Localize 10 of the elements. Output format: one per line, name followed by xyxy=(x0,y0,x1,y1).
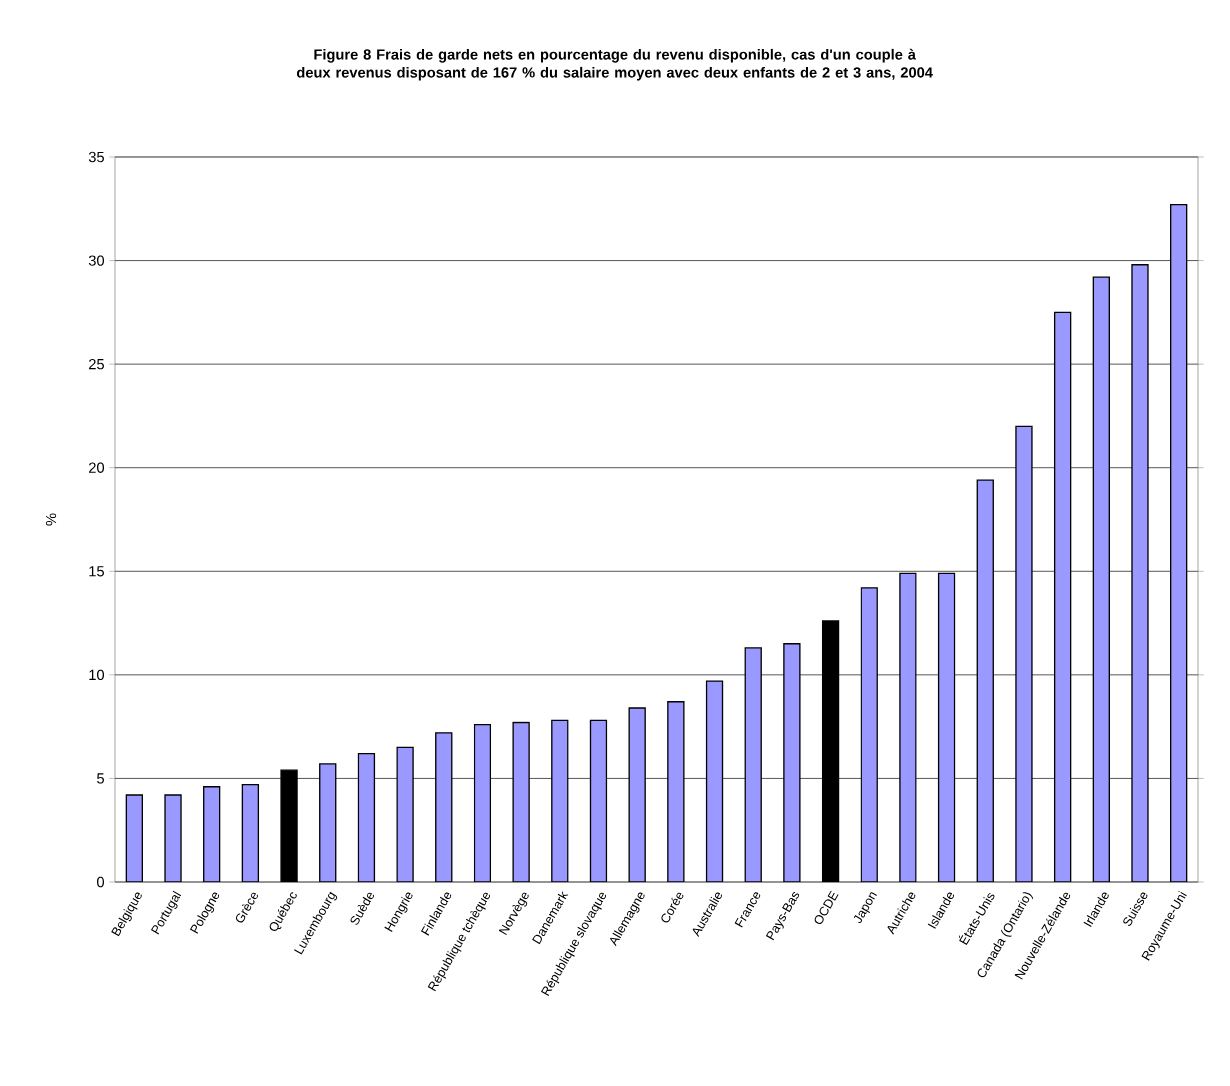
y-tick-label: 25 xyxy=(89,358,104,370)
y-axis-title: % xyxy=(45,513,57,526)
y-tick-label: 30 xyxy=(88,255,105,266)
y-tick-label: 10 xyxy=(89,669,105,681)
chart-title: Figure 8 Frais de garde nets en pourcentage du revenu disponible, cas d'un couple à deux revenus disposant de 167 % du salaire moyen avec deux enfants de 2 et 3 ans, 2004 xyxy=(296,48,933,81)
y-tick-label: 20 xyxy=(89,462,105,473)
y-tick-label: 35 xyxy=(88,151,104,163)
y-tick-label: 0 xyxy=(97,876,105,888)
y-tick-label: 5 xyxy=(97,773,104,784)
y-tick-label: 15 xyxy=(89,566,104,577)
